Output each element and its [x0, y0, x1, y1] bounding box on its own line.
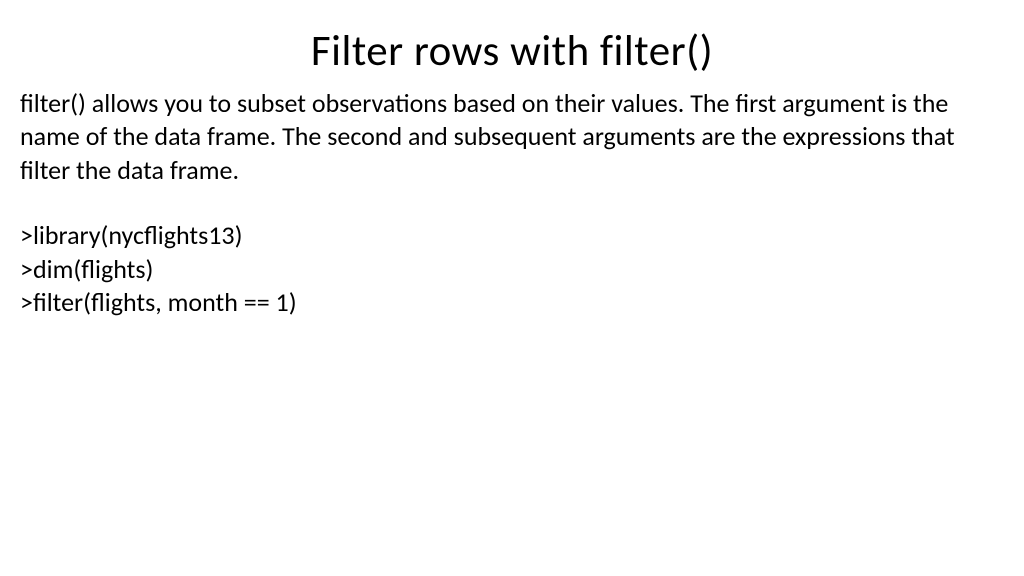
slide-title: Filter rows with filter() — [20, 24, 1004, 77]
slide-body-text: filter() allows you to subset observatio… — [20, 87, 1004, 187]
code-block: >library(nycflights13) >dim(flights) >fi… — [20, 219, 1004, 320]
code-line: >filter(flights, month == 1) — [20, 286, 1004, 320]
slide-container: Filter rows with filter() filter() allow… — [0, 0, 1024, 576]
code-line: >library(nycflights13) — [20, 219, 1004, 253]
code-line: >dim(flights) — [20, 253, 1004, 287]
